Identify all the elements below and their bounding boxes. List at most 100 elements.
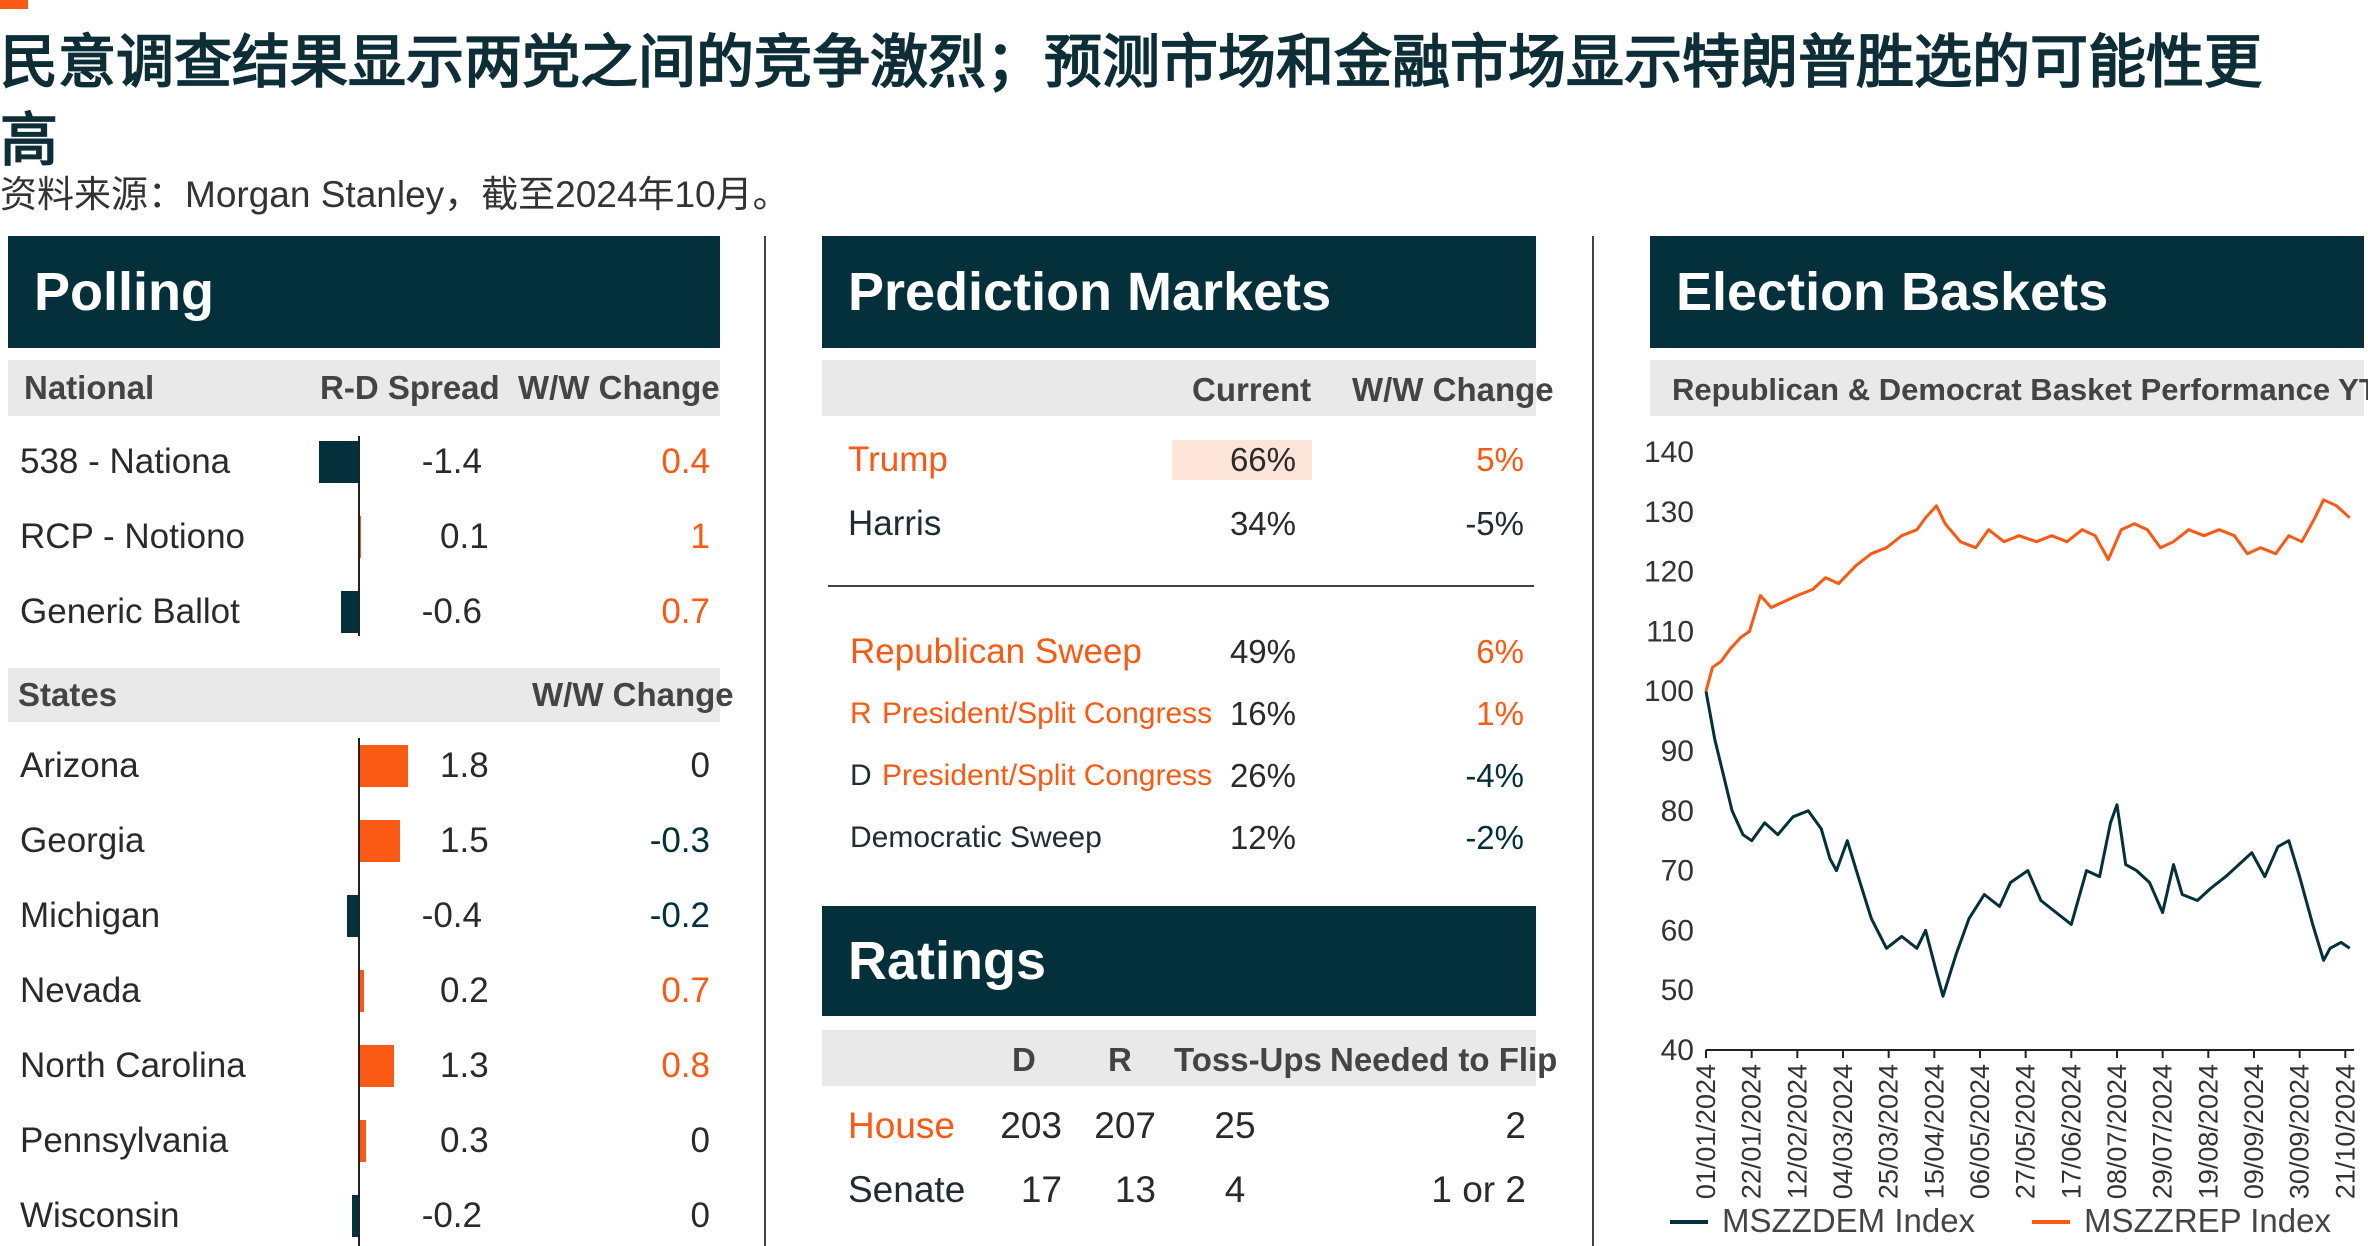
- ww-change-value: 0.8: [661, 1046, 710, 1085]
- spread-bar: [318, 441, 358, 483]
- source-note: 资料来源：Morgan Stanley，截至2024年10月。: [0, 174, 790, 215]
- outcome-prefix: R: [850, 697, 872, 730]
- accent-mark: [0, 0, 28, 9]
- rating-flip: 2: [1505, 1105, 1526, 1146]
- spread-value: 1.8: [440, 746, 489, 785]
- poll-row-label: Nevada: [20, 971, 141, 1010]
- states-header-band: [8, 668, 720, 722]
- outcome-current: 12%: [1229, 819, 1296, 856]
- candidate-current: 34%: [1229, 505, 1296, 542]
- y-tick-label: 60: [1661, 914, 1694, 947]
- candidate-change: -5%: [1465, 505, 1524, 542]
- spread-value: -0.2: [421, 1196, 482, 1235]
- poll-row-label: RCP - Notiono: [20, 517, 246, 556]
- x-tick-label: 25/03/2024: [1874, 1064, 1904, 1199]
- y-tick-label: 130: [1644, 496, 1694, 529]
- spread-value: -0.4: [421, 896, 482, 935]
- x-tick-label: 19/08/2024: [2193, 1064, 2223, 1199]
- outcome-label: Democratic Sweep: [850, 821, 1102, 854]
- polling-header: Polling: [8, 236, 720, 348]
- spread-bar: [358, 1120, 367, 1162]
- trump-highlight: [1172, 440, 1312, 480]
- baskets-title: Election Baskets: [1676, 262, 2109, 322]
- baskets-header: Election Baskets: [1650, 236, 2364, 348]
- outcome-change: -2%: [1465, 819, 1524, 856]
- rating-tossups: 4: [1224, 1169, 1246, 1210]
- basket-line-chart: 40 50 60 70 80 90 100 110 120 130 140 01/01/2024 22/…: [1644, 436, 2360, 1239]
- y-tick-label: 140: [1644, 436, 1694, 469]
- poll-row-label: Wisconsin: [20, 1196, 180, 1235]
- ratings-header-band: [822, 1030, 1536, 1086]
- x-tick-label: 06/05/2024: [1965, 1064, 1995, 1199]
- ww-change-value: 0: [690, 746, 710, 785]
- x-tick-label: 08/07/2024: [2102, 1064, 2132, 1199]
- legend-label: MSZZDEM Index: [1722, 1202, 1976, 1239]
- spread-bar: [346, 895, 358, 937]
- outcome-change: 1%: [1476, 695, 1524, 732]
- outcome-current: 16%: [1229, 695, 1296, 732]
- x-tick-label: 01/01/2024: [1691, 1064, 1721, 1199]
- prediction-title: Prediction Markets: [848, 262, 1332, 322]
- x-tick-label: 21/10/2024: [2330, 1064, 2360, 1199]
- spread-col-label: R-D Spread: [320, 369, 500, 406]
- x-tick-label: 09/09/2024: [2239, 1064, 2269, 1199]
- poll-row-label: Generic Ballot: [20, 592, 240, 631]
- ratings-title: Ratings: [848, 931, 1047, 991]
- poll-row-label: Georgia: [20, 821, 145, 860]
- outcome-prefix: D: [850, 759, 872, 792]
- ratings-header: Ratings: [822, 906, 1536, 1016]
- pm-ww-col-label: W/W Change: [1352, 371, 1554, 408]
- outcome-current: 26%: [1229, 757, 1296, 794]
- spread-bar: [358, 820, 400, 862]
- spread-bar: [358, 745, 409, 787]
- polling-title: Polling: [34, 262, 214, 322]
- ww-change-value: 1: [690, 517, 710, 556]
- y-tick-label: 100: [1644, 675, 1694, 708]
- rating-flip: 1 or 2: [1431, 1169, 1526, 1210]
- spread-value: 0.2: [440, 971, 489, 1010]
- rating-label: Senate: [848, 1169, 966, 1210]
- section-divider: [828, 585, 1534, 587]
- rating-r: 13: [1114, 1169, 1156, 1210]
- outcome-change: 6%: [1476, 633, 1524, 670]
- ww-change-value: 0.4: [661, 442, 710, 481]
- spread-value: 1.5: [440, 821, 489, 860]
- prediction-header-band: [822, 360, 1536, 416]
- states-col-label: States: [18, 676, 118, 713]
- x-tick-label: 15/04/2024: [1919, 1064, 1949, 1199]
- x-tick-label: 22/01/2024: [1737, 1064, 1767, 1199]
- page-title: 民意调查结果显示两党之间的竞争激烈；预测市场和金融市场显示特朗普胜选的可能性更高: [0, 30, 2263, 173]
- ratings-tossups-col: Toss-Ups: [1174, 1041, 1322, 1078]
- y-tick-label: 90: [1661, 735, 1694, 768]
- spread-bar: [341, 591, 358, 633]
- outcome-label: Republican Sweep: [850, 632, 1142, 671]
- outcome-change: -4%: [1465, 757, 1524, 794]
- spread-value: 0.3: [440, 1121, 489, 1160]
- candidate-label: Harris: [848, 504, 942, 543]
- baskets-subtitle-band: [1650, 360, 2364, 416]
- poll-row-label: Michigan: [20, 896, 161, 935]
- ww-change-value: 0: [690, 1196, 710, 1235]
- x-tick-label: 27/05/2024: [2011, 1064, 2041, 1199]
- ww-change-col-label: W/W Change: [518, 369, 720, 406]
- spread-bar: [358, 970, 364, 1012]
- ratings-r-col: R: [1108, 1041, 1132, 1078]
- spread-value: 1.3: [440, 1046, 489, 1085]
- spread-bar: [358, 1045, 395, 1087]
- ww-change-value: 0: [690, 1121, 710, 1160]
- candidate-current: 66%: [1229, 441, 1296, 478]
- outcome-label: President/Split Congress: [882, 697, 1213, 730]
- y-tick-label: 40: [1661, 1034, 1694, 1067]
- ww-change-value: -0.3: [649, 821, 710, 860]
- dem-basket-line: [1704, 690, 2351, 998]
- outcome-label: President/Split Congress: [882, 759, 1213, 792]
- zero-axis: [358, 436, 360, 636]
- x-tick-label: 17/06/2024: [2056, 1064, 2086, 1199]
- ww-change-value: 0.7: [661, 971, 710, 1010]
- rating-tossups: 25: [1214, 1105, 1256, 1146]
- rating-label: House: [848, 1105, 955, 1146]
- outcome-current: 49%: [1229, 633, 1296, 670]
- poll-row-label: 538 - Nationa: [20, 442, 231, 481]
- ww-change-value: 0.7: [661, 592, 710, 631]
- spread-value: 0.1: [440, 517, 489, 556]
